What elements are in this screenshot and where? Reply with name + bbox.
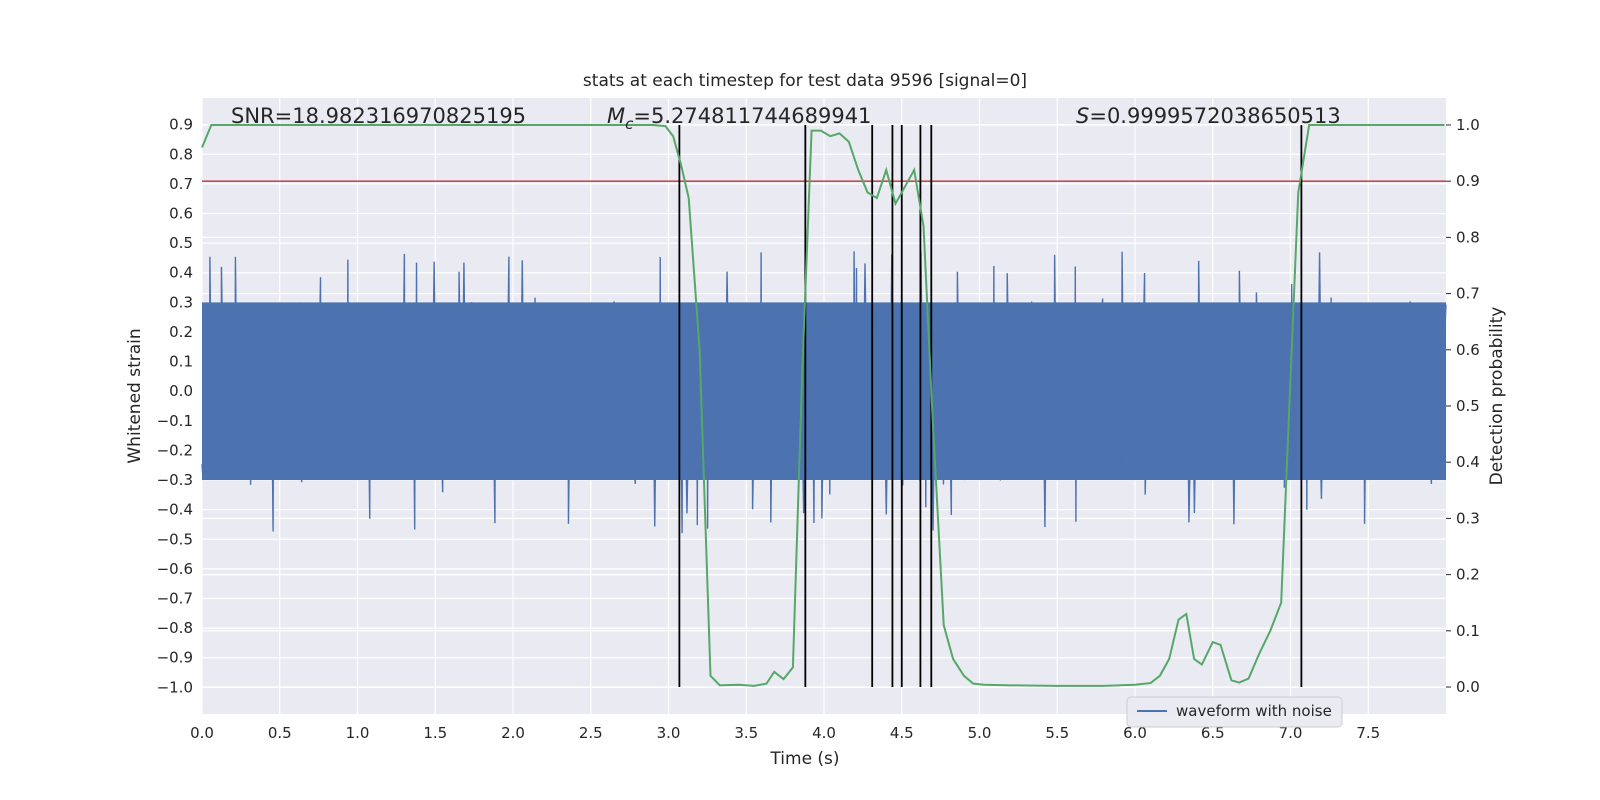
y2-tick-label: 0.9 [1456, 172, 1480, 190]
x-tick-label: 7.5 [1356, 724, 1380, 742]
y-tick-label: 0.4 [169, 264, 193, 282]
y-tick-label: 0.5 [169, 234, 193, 252]
y2-axis-label: Detection probability [1487, 307, 1507, 486]
y-tick-label: 0.8 [169, 145, 193, 163]
y-tick-label: −1.0 [157, 678, 193, 696]
y-tick-label: −0.3 [157, 471, 193, 489]
x-axis-label: Time (s) [769, 749, 839, 769]
chirp-mass-annotation: Mc=5.274811744689941 [607, 104, 871, 133]
mc-symbol: M [607, 104, 625, 128]
y-tick-label: 0.9 [169, 116, 193, 134]
waveform-trace [201, 251, 1447, 534]
y-tick-label: 0.0 [169, 382, 193, 400]
y-tick-label: −0.7 [157, 590, 193, 608]
y-tick-label: −0.8 [157, 619, 193, 637]
y-tick-label: −0.9 [157, 649, 193, 667]
y-axis-ticks: 0.9 0.8 0.7 0.6 0.5 0.4 0.3 0.2 0.1 0.0 −0.1 −0.2 −0… [157, 116, 193, 697]
chart-title: stats at each timestep for test data 959… [583, 71, 1027, 91]
x-tick-label: 0.5 [268, 724, 292, 742]
mc-subscript: c [625, 115, 634, 133]
y-axis-label: Whitened strain [125, 328, 145, 463]
x-tick-label: 4.5 [890, 724, 914, 742]
x-tick-label: 6.0 [1123, 724, 1147, 742]
legend-label-waveform: waveform with noise [1176, 702, 1332, 720]
y2-tick-label: 1.0 [1456, 116, 1480, 134]
y2-tick-label: 0.1 [1456, 622, 1480, 640]
y-tick-label: −0.2 [157, 441, 193, 459]
y-tick-label: 0.1 [169, 353, 193, 371]
x-tick-label: 1.5 [423, 724, 447, 742]
score-annotation: S=0.9999572038650513 [1076, 104, 1341, 128]
y2-tick-label: 0.0 [1456, 678, 1480, 696]
x-axis-ticks: 0.0 0.5 1.0 1.5 2.0 2.5 3.0 3.5 4.0 4.5 5.0 5.5 6.0 6… [190, 724, 1380, 742]
y2-tick-label: 0.7 [1456, 285, 1480, 303]
x-tick-label: 5.5 [1045, 724, 1069, 742]
x-tick-label: 6.5 [1201, 724, 1225, 742]
vertical-markers [678, 124, 1303, 688]
x-tick-label: 4.0 [812, 724, 836, 742]
x-tick-label: 5.0 [968, 724, 992, 742]
legend: waveform with noise [1126, 696, 1343, 728]
x-tick-label: 0.0 [190, 724, 214, 742]
y2-axis-ticks: 1.0 0.9 0.8 0.7 0.6 0.5 0.4 0.3 0.2 0.1 0.0 [1446, 116, 1480, 696]
y-tick-label: 0.3 [169, 293, 193, 311]
y-tick-label: −0.5 [157, 530, 193, 548]
y2-tick-label: 0.6 [1456, 341, 1480, 359]
y-tick-label: −0.1 [157, 412, 193, 430]
y2-tick-label: 0.4 [1456, 453, 1480, 471]
legend-box [1126, 696, 1343, 728]
y-tick-label: −0.6 [157, 560, 193, 578]
detection-probability-line [201, 123, 1445, 687]
snr-annotation: SNR=18.982316970825195 [231, 104, 526, 128]
y-tick-label: 0.6 [169, 205, 193, 223]
y2-tick-label: 0.2 [1456, 566, 1480, 584]
x-tick-label: 1.0 [346, 724, 370, 742]
y-tick-label: 0.7 [169, 175, 193, 193]
x-tick-label: 3.5 [734, 724, 758, 742]
y-tick-label: −0.4 [157, 501, 193, 519]
x-tick-label: 2.5 [579, 724, 603, 742]
y2-tick-label: 0.3 [1456, 509, 1480, 527]
y2-tick-label: 0.8 [1456, 228, 1480, 246]
y2-tick-label: 0.5 [1456, 397, 1480, 415]
s-value: =0.9999572038650513 [1089, 104, 1340, 128]
waveform-series [201, 251, 1447, 534]
x-tick-label: 2.0 [501, 724, 525, 742]
y-tick-label: 0.2 [169, 323, 193, 341]
x-tick-label: 7.0 [1279, 724, 1303, 742]
s-symbol: S [1076, 104, 1089, 128]
mc-value: =5.274811744689941 [633, 104, 871, 128]
x-tick-label: 3.0 [657, 724, 681, 742]
